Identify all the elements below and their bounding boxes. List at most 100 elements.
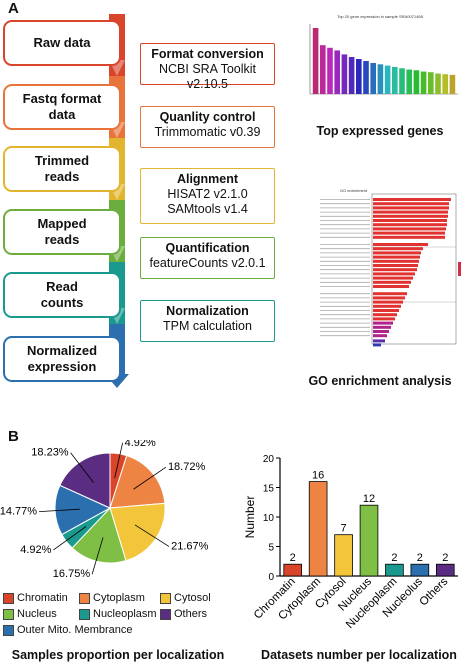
bar-value-label: 2 <box>391 552 397 564</box>
panel-a-label: A <box>8 0 19 17</box>
legend-swatch <box>3 608 14 620</box>
y-tick-label: 15 <box>263 484 275 495</box>
bar <box>308 481 328 577</box>
go-term-bar <box>373 235 445 239</box>
legend-swatch <box>3 624 14 636</box>
y-axis-label: Number <box>243 496 257 539</box>
legend-chromatin: Chromatin <box>3 592 68 604</box>
top-genes-caption: Top expressed genes <box>316 124 444 138</box>
top-gene-bar <box>435 73 441 94</box>
top-gene-bar <box>356 59 362 94</box>
pie-leader-line <box>133 466 167 490</box>
y-tick-label: 0 <box>268 572 274 583</box>
top-gene-bar <box>327 47 333 94</box>
bar-value-label: 2 <box>442 552 448 564</box>
y-tick-label: 20 <box>263 454 275 465</box>
go-term-bar <box>373 268 417 272</box>
go-term-bar <box>373 223 447 227</box>
go-term-bar <box>373 210 448 214</box>
go-term-bar <box>373 202 449 206</box>
pie-leader-line <box>39 508 80 513</box>
top-gene-bar <box>399 68 405 94</box>
top-gene-bar <box>341 54 348 94</box>
go-term-bar <box>373 247 423 251</box>
go-term-bar <box>373 296 405 300</box>
pie-value-label: 4.92% <box>20 544 51 556</box>
go-term-bar <box>373 219 447 222</box>
pie-value-label: 14.77% <box>0 506 37 518</box>
pie-value-label: 18.72% <box>168 461 206 473</box>
go-term-bar <box>373 321 393 325</box>
legend-outer-mito: Outer Mito. Membrance <box>3 624 133 636</box>
top-gene-bar <box>413 70 420 94</box>
bar-value-label: 16 <box>312 470 324 482</box>
go-term-bar <box>373 343 381 347</box>
pie-caption: Samples proportion per localization <box>11 648 225 662</box>
step-raw-data: Raw data <box>3 20 121 66</box>
top-gene-bar <box>334 50 340 94</box>
bar <box>283 563 303 577</box>
go-term-bar <box>373 304 401 308</box>
pie-leader-line <box>53 526 87 551</box>
bar-value-label: 12 <box>363 493 375 505</box>
bar <box>435 563 455 577</box>
pie-value-label: 18.23% <box>31 447 69 459</box>
pie-leader-line <box>70 452 94 483</box>
tool-quantification: Quantification featureCounts v2.0.1 <box>140 237 275 279</box>
go-chart-title: GO enrichment <box>340 188 368 193</box>
legend-swatch <box>79 592 90 604</box>
pie-leader-line <box>114 442 124 479</box>
bar-caption: Datasets number per localization <box>261 648 457 662</box>
legend-swatch <box>79 608 90 620</box>
legend-swatch <box>160 608 171 620</box>
go-term-bar <box>373 206 449 210</box>
pipeline-arrow <box>105 14 129 388</box>
bar <box>359 504 379 577</box>
legend-cytosol: Cytosol <box>160 592 211 604</box>
go-term-bar <box>373 300 403 304</box>
go-term-bar <box>373 214 448 218</box>
go-term-bar <box>373 198 451 201</box>
top-gene-bar <box>449 74 456 94</box>
x-tick-label: Others <box>418 575 451 608</box>
top-gene-bar <box>406 69 412 94</box>
top-gene-bar <box>363 61 369 94</box>
top-gene-bar <box>312 28 319 94</box>
legend-nucleoplasm: Nucleoplasm <box>79 608 157 620</box>
pie-leader-line <box>134 524 170 547</box>
go-term-bar <box>373 325 391 329</box>
top-genes-chart-title: Top 20 gene expression in sample SRA0071… <box>337 14 423 19</box>
pie-slice <box>71 507 127 564</box>
pie-value-label: 4.92% <box>125 440 156 449</box>
go-term-bar <box>373 292 407 296</box>
go-term-bar <box>373 313 397 317</box>
legend-swatch <box>3 592 14 604</box>
step-trimmed-reads: Trimmed reads <box>3 146 121 192</box>
go-term-bar <box>373 334 387 338</box>
bar-value-label: 7 <box>341 523 347 535</box>
go-term-bar <box>373 251 421 255</box>
step-read-counts: Read counts <box>3 272 121 318</box>
pie-value-label: 21.67% <box>171 541 209 553</box>
pie-slice <box>109 454 166 509</box>
pie-value-label: 16.75% <box>53 568 91 580</box>
pie-slice <box>109 502 166 562</box>
go-term-bar <box>373 280 411 284</box>
go-term-bar <box>373 231 445 235</box>
pie-slice <box>54 484 112 536</box>
panel-b-label: B <box>8 428 19 445</box>
bar <box>385 563 404 577</box>
tool-alignment: Alignment HISAT2 v2.1.0 SAMtools v1.4 <box>140 168 275 224</box>
bar-value-label: 2 <box>290 552 296 564</box>
go-term-bar <box>373 255 420 259</box>
tool-format-conversion: Format conversion NCBI SRA Toolkit v2.10… <box>140 43 275 91</box>
top-gene-bar <box>428 72 434 94</box>
tool-quality-control: Quanlity control Trimmomatic v0.39 <box>140 106 275 148</box>
top-gene-bar <box>370 62 376 94</box>
step-mapped-reads: Mapped reads <box>3 209 121 255</box>
top-gene-bar <box>320 45 326 94</box>
go-term-bar <box>373 317 395 321</box>
step-normalized-expression: Normalized expression <box>3 336 121 382</box>
go-term-bar <box>373 339 385 343</box>
legend-others: Others <box>160 608 207 620</box>
